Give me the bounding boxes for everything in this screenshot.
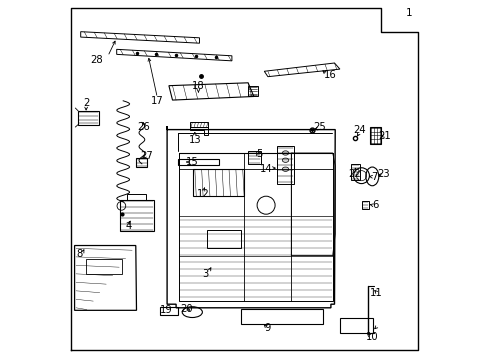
Ellipse shape — [282, 167, 288, 171]
Text: 28: 28 — [90, 55, 102, 66]
Text: 18: 18 — [192, 81, 204, 91]
Text: 2: 2 — [83, 98, 89, 108]
Text: 22: 22 — [347, 168, 360, 179]
Text: 15: 15 — [185, 157, 198, 167]
Text: 16: 16 — [323, 69, 336, 80]
Text: 17: 17 — [151, 96, 163, 106]
Text: 10: 10 — [366, 332, 378, 342]
Text: 23: 23 — [376, 169, 388, 179]
Text: 25: 25 — [312, 122, 325, 132]
Text: 21: 21 — [377, 131, 390, 141]
Text: 4: 4 — [125, 221, 131, 231]
Text: 9: 9 — [264, 323, 270, 333]
Text: 27: 27 — [140, 150, 153, 161]
Text: 11: 11 — [369, 288, 382, 298]
Text: 6: 6 — [371, 200, 378, 210]
Text: 5: 5 — [255, 149, 262, 159]
Text: 20: 20 — [180, 304, 192, 314]
Text: 8: 8 — [76, 249, 82, 259]
Text: 7: 7 — [371, 172, 377, 182]
Text: 14: 14 — [259, 164, 272, 174]
Ellipse shape — [282, 151, 288, 155]
Text: 1: 1 — [405, 8, 412, 18]
Text: 13: 13 — [188, 135, 201, 145]
Text: 24: 24 — [353, 125, 365, 135]
Ellipse shape — [282, 158, 288, 162]
Text: 12: 12 — [197, 189, 209, 199]
Text: 26: 26 — [137, 122, 150, 132]
Text: 19: 19 — [159, 305, 172, 315]
Text: 3: 3 — [202, 269, 208, 279]
